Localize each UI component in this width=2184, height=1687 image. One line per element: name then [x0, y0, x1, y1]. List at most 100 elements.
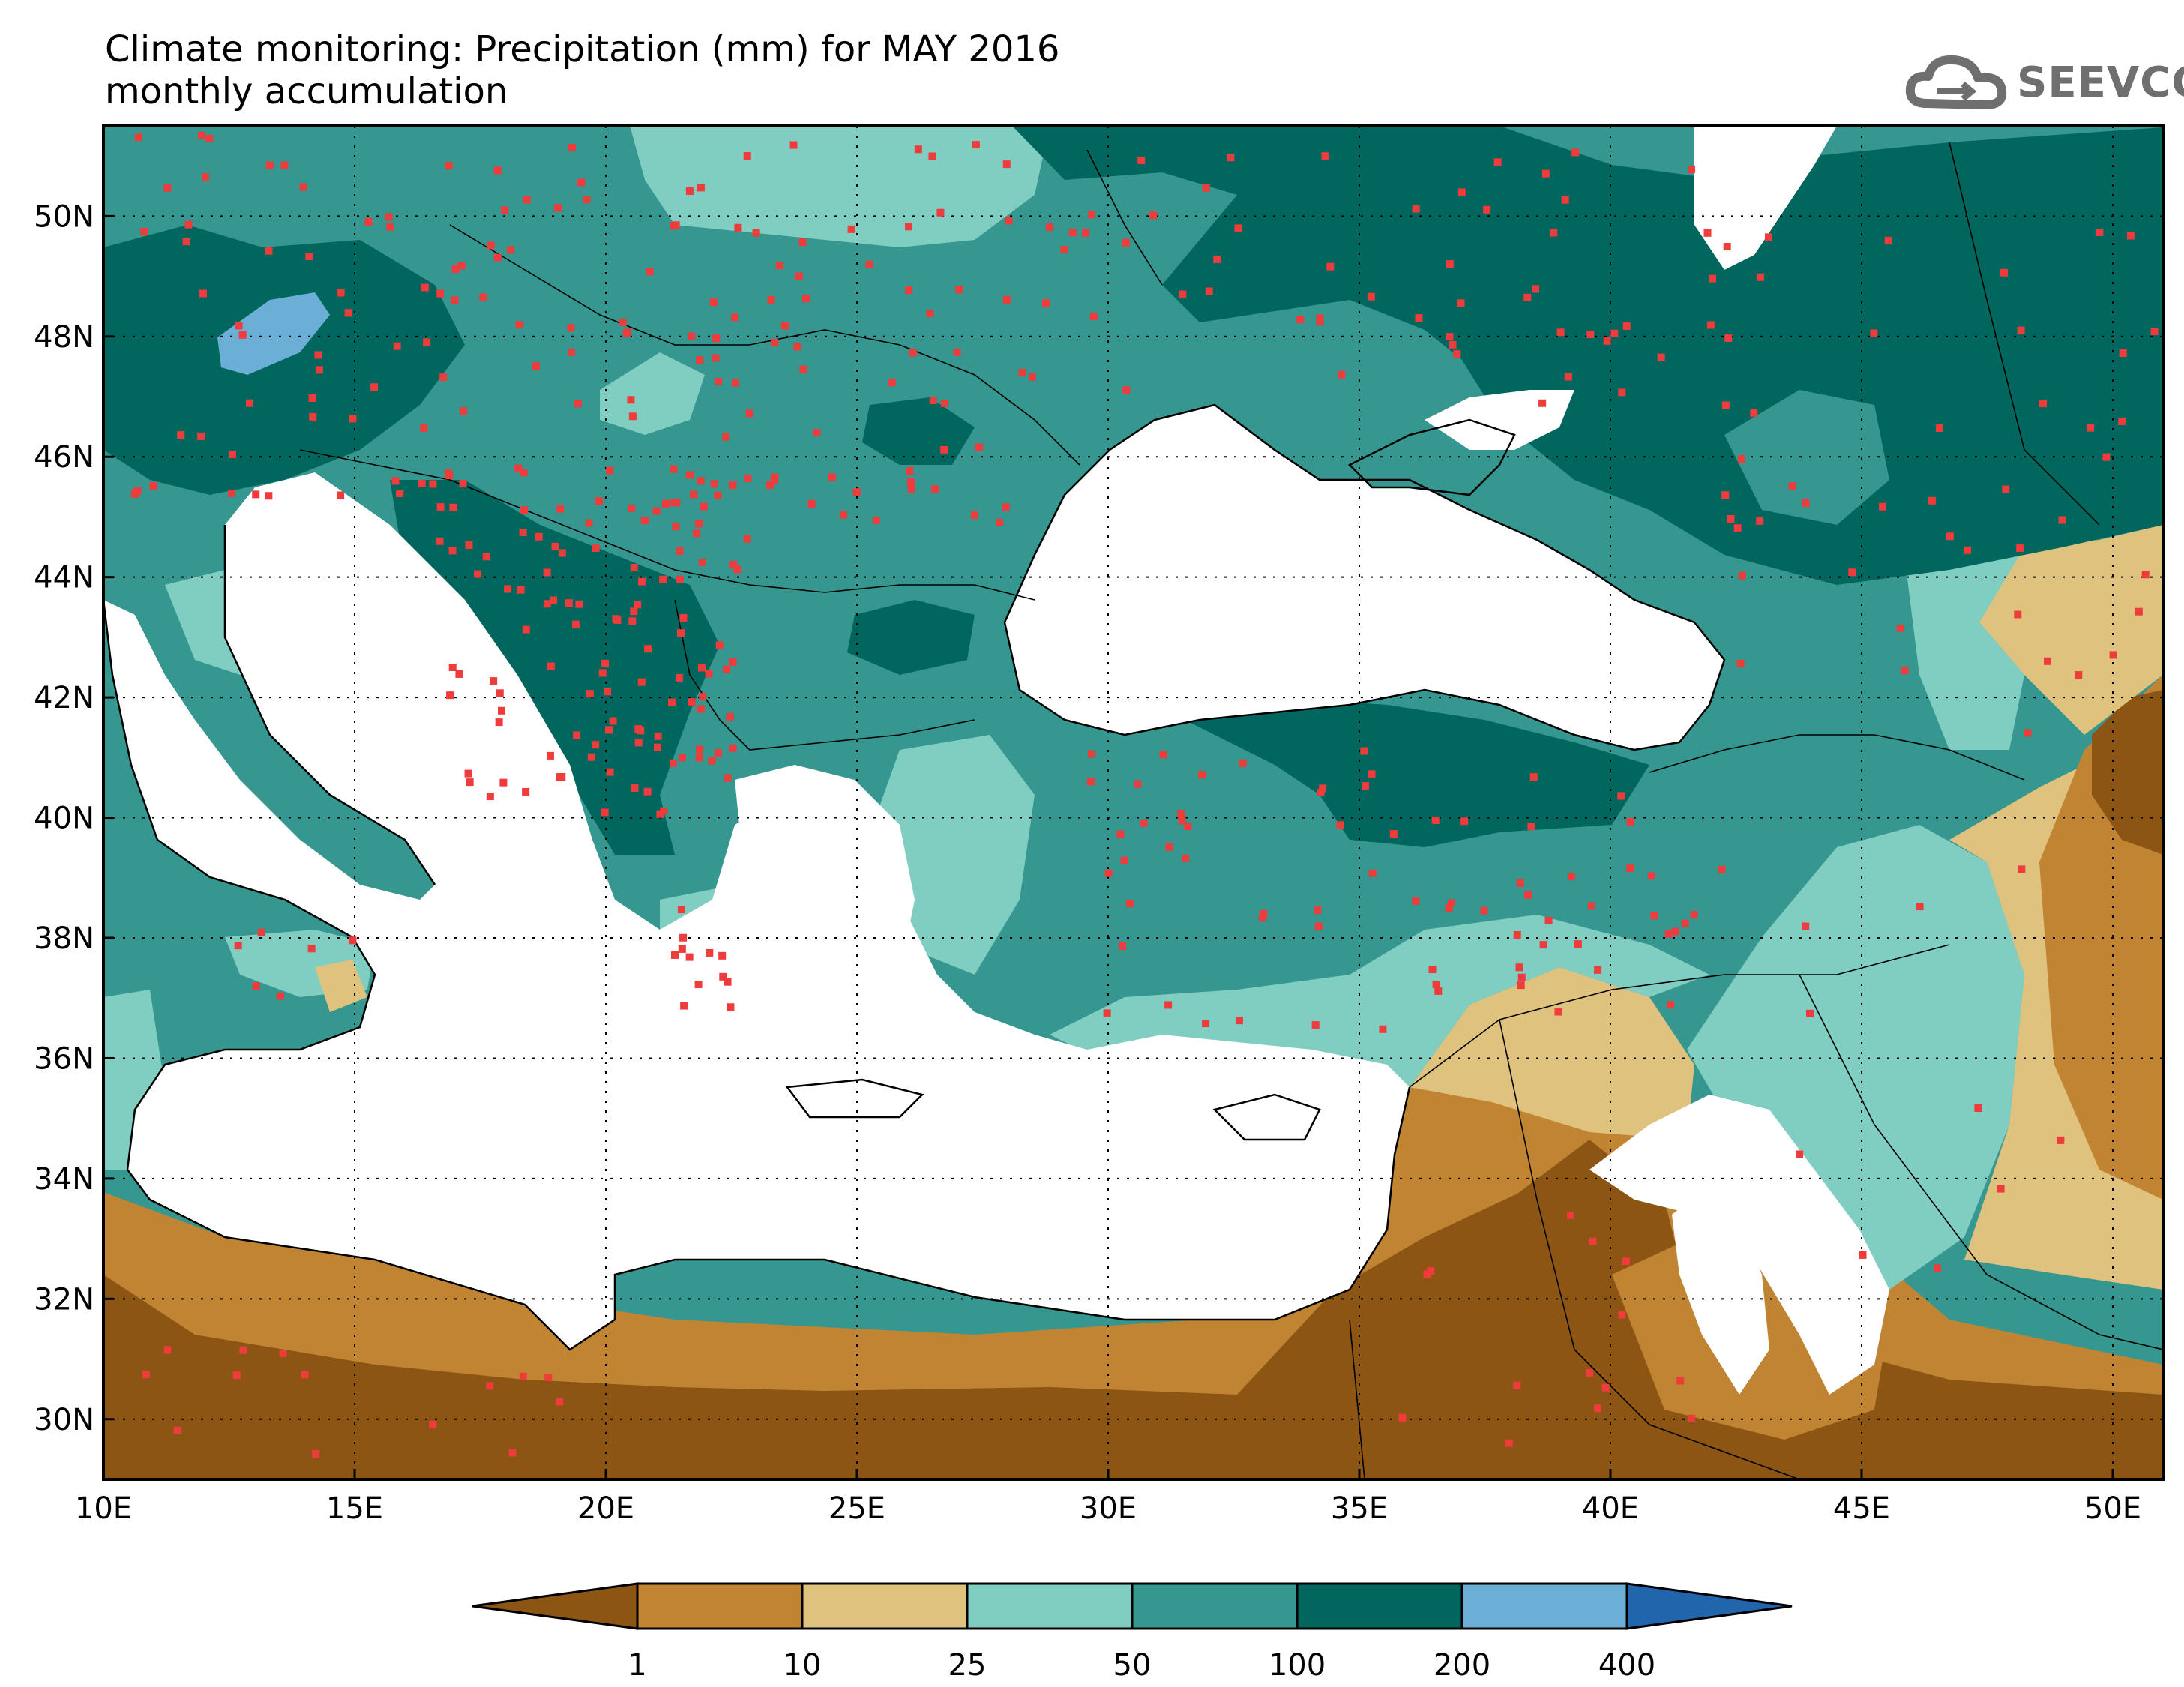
- station-marker: [556, 773, 564, 781]
- lat-tick-label: 40N: [34, 802, 94, 836]
- station-marker: [571, 620, 580, 628]
- station-marker: [522, 625, 530, 634]
- station-marker: [1319, 784, 1327, 793]
- station-marker: [1517, 981, 1525, 990]
- station-marker: [1368, 770, 1376, 778]
- station-marker: [609, 717, 617, 725]
- lat-tick-label: 32N: [34, 1282, 94, 1317]
- station-marker: [623, 328, 631, 337]
- station-marker: [337, 491, 345, 499]
- station-marker: [766, 481, 774, 490]
- station-marker: [1672, 927, 1680, 936]
- station-marker: [685, 471, 694, 479]
- station-marker: [497, 706, 505, 715]
- station-marker: [1446, 260, 1454, 268]
- field-balkans-200: [390, 480, 720, 855]
- station-marker: [677, 906, 685, 914]
- plot-frame: [102, 124, 2165, 1481]
- station-marker: [731, 313, 739, 322]
- station-marker: [486, 793, 494, 801]
- station-marker: [1667, 1001, 1675, 1009]
- station-marker: [370, 383, 379, 391]
- station-marker: [888, 379, 896, 387]
- station-marker: [1626, 817, 1634, 826]
- station-marker: [828, 473, 836, 481]
- station-marker: [501, 206, 509, 214]
- station-marker: [1088, 211, 1096, 219]
- station-marker: [1002, 295, 1011, 304]
- station-marker: [487, 241, 495, 250]
- station-marker: [2126, 232, 2135, 240]
- station-marker: [2002, 485, 2010, 493]
- station-marker: [709, 298, 718, 307]
- station-marker: [1002, 160, 1011, 169]
- station-marker: [1338, 370, 1346, 379]
- station-marker: [1764, 233, 1772, 241]
- station-marker: [634, 601, 642, 609]
- station-marker: [276, 992, 284, 1000]
- station-marker: [2058, 516, 2066, 524]
- station-marker: [679, 933, 688, 942]
- station-marker: [1446, 333, 1454, 341]
- station-marker: [839, 511, 847, 519]
- station-marker: [1896, 624, 1904, 632]
- station-marker: [2096, 228, 2104, 236]
- station-marker: [1538, 399, 1547, 407]
- station-marker: [743, 152, 751, 160]
- station-marker: [556, 505, 565, 513]
- station-marker: [1431, 817, 1440, 825]
- station-marker: [1690, 911, 1698, 919]
- station-marker: [280, 161, 289, 169]
- station-marker: [1379, 1025, 1387, 1033]
- station-marker: [1125, 899, 1134, 907]
- station-marker: [1561, 196, 1569, 204]
- station-marker: [1618, 1311, 1626, 1319]
- station-marker: [1415, 314, 1423, 322]
- station-marker: [1916, 903, 1924, 911]
- lon-tick-label: 40E: [1582, 1491, 1639, 1526]
- station-marker: [970, 511, 978, 520]
- station-marker: [628, 504, 636, 512]
- station-marker: [519, 1372, 527, 1380]
- station-marker: [1594, 1404, 1602, 1413]
- station-marker: [906, 466, 914, 475]
- station-marker: [496, 689, 504, 697]
- station-marker: [448, 547, 457, 555]
- station-marker: [872, 516, 880, 524]
- station-marker: [504, 585, 512, 593]
- station-marker: [715, 378, 723, 386]
- station-marker: [558, 549, 566, 557]
- station-marker: [646, 268, 654, 276]
- station-marker: [745, 409, 753, 418]
- station-marker: [265, 492, 273, 500]
- station-marker: [628, 412, 637, 421]
- station-marker: [1963, 546, 1971, 554]
- station-marker: [638, 577, 646, 586]
- station-marker: [514, 464, 523, 472]
- station-marker: [520, 506, 529, 514]
- station-marker: [653, 743, 661, 751]
- station-marker: [1317, 788, 1325, 796]
- station-marker: [449, 503, 457, 511]
- station-marker: [931, 485, 939, 493]
- station-marker: [1532, 285, 1540, 293]
- station-marker: [1657, 353, 1665, 361]
- station-marker: [1517, 973, 1526, 981]
- station-marker: [1493, 158, 1502, 166]
- station-marker: [573, 731, 581, 739]
- station-marker: [1164, 1001, 1173, 1009]
- colorbar-label: 1: [628, 1648, 646, 1683]
- station-marker: [1527, 823, 1535, 831]
- station-marker: [490, 677, 498, 685]
- station-marker: [257, 928, 265, 936]
- station-marker: [1513, 930, 1521, 939]
- station-marker: [2118, 417, 2126, 425]
- station-marker: [436, 537, 444, 545]
- station-marker: [1134, 780, 1142, 788]
- station-marker: [1314, 922, 1323, 930]
- field-central-europe-200: [103, 225, 465, 495]
- station-marker: [606, 466, 614, 475]
- lat-tick-label: 30N: [34, 1403, 94, 1437]
- station-marker: [1626, 864, 1634, 873]
- station-marker: [474, 570, 482, 578]
